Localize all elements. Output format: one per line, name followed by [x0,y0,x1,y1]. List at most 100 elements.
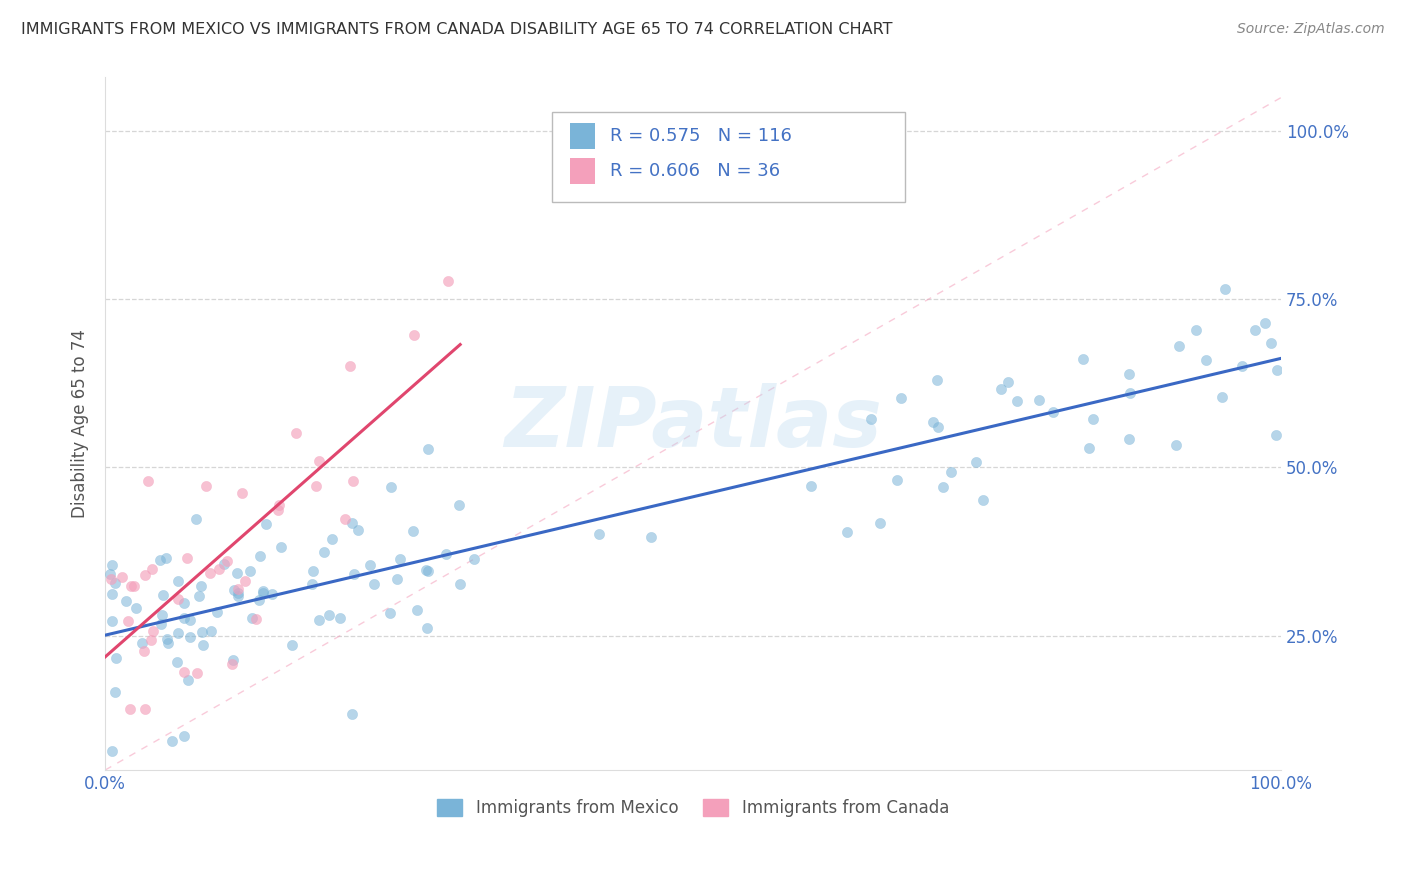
Point [1185,323,1208,337]
Point [997,376,1019,390]
Point [343,567,366,582]
Point [190,580,212,594]
Point [1042,404,1064,418]
Point [167,591,190,606]
Point [152,588,174,602]
Point [302,564,325,578]
Point [321,532,343,546]
Point [222,582,245,597]
Point [118,701,141,715]
Point [141,562,163,576]
Point [1167,339,1189,353]
Point [252,586,274,600]
Point [156,636,179,650]
Point [176,551,198,566]
Point [965,455,987,469]
Point [359,558,381,573]
Point [1078,441,1101,455]
Point [640,531,662,545]
Point [886,473,908,487]
Point [329,610,352,624]
Point [418,442,440,457]
Point [228,586,250,600]
Point [378,606,401,620]
Point [101,615,124,629]
Point [385,572,408,586]
Point [225,566,247,580]
Text: ZIPatlas: ZIPatlas [505,384,882,464]
Point [800,479,823,493]
Point [198,566,221,580]
Point [226,589,249,603]
Point [254,517,277,532]
Point [186,666,208,681]
Point [1254,316,1277,330]
Point [167,626,190,640]
Point [191,625,214,640]
Point [212,557,235,571]
Point [281,638,304,652]
Point [340,706,363,721]
Point [173,611,195,625]
Point [1028,393,1050,408]
Point [221,652,243,666]
Point [304,479,326,493]
Point [1166,438,1188,452]
Point [449,577,471,591]
Point [208,561,231,575]
Point [125,601,148,615]
Point [406,603,429,617]
Point [922,415,945,429]
Point [270,540,292,554]
Point [835,525,858,540]
Point [340,516,363,530]
Point [101,558,124,572]
Text: IMMIGRANTS FROM MEXICO VS IMMIGRANTS FROM CANADA DISABILITY AGE 65 TO 74 CORRELA: IMMIGRANTS FROM MEXICO VS IMMIGRANTS FRO… [21,22,893,37]
Point [142,624,165,639]
Point [402,524,425,538]
Point [184,511,207,525]
Point [120,579,142,593]
Point [104,685,127,699]
Point [136,474,159,488]
Point [363,576,385,591]
Point [416,621,439,635]
Point [1211,390,1233,404]
Point [1260,336,1282,351]
Point [284,426,307,441]
Point [105,650,128,665]
Point [100,572,122,586]
Point [187,589,209,603]
Point [173,665,195,679]
Point [141,632,163,647]
Point [1232,359,1254,373]
FancyBboxPatch shape [553,112,904,202]
Point [402,328,425,343]
Point [1265,363,1288,377]
Point [415,563,437,577]
Point [1119,385,1142,400]
Point [217,554,239,568]
Point [221,657,243,672]
Point [890,392,912,406]
Point [859,411,882,425]
Point [195,478,218,492]
Point [240,611,263,625]
Point [990,382,1012,396]
Point [342,474,364,488]
Point [312,545,335,559]
Y-axis label: Disability Age 65 to 74: Disability Age 65 to 74 [72,329,89,518]
Point [869,516,891,530]
Point [1118,432,1140,446]
Point [1215,282,1237,296]
Point [173,596,195,610]
Point [156,632,179,646]
Bar [569,158,596,184]
Point [98,567,121,582]
Point [252,584,274,599]
Point [416,564,439,578]
Point [231,486,253,500]
Point [335,512,357,526]
Point [339,359,361,373]
Point [308,613,330,627]
